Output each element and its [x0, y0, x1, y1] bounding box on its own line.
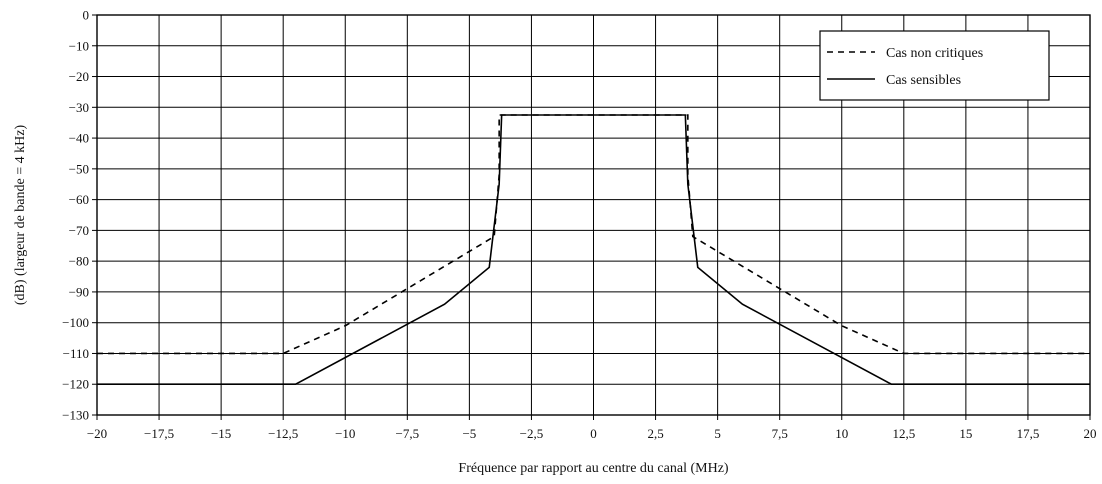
legend-label-sensitive: Cas sensibles	[886, 73, 961, 88]
legend-box	[819, 30, 1050, 101]
y-tick-label: −120	[62, 377, 89, 392]
legend-label-non-critical: Cas non critiques	[886, 46, 983, 61]
y-tick-label: −10	[69, 38, 89, 53]
y-tick-label: −130	[62, 408, 89, 423]
x-tick-label: −10	[335, 426, 355, 441]
x-tick-label: 17,5	[1017, 426, 1040, 441]
y-tick-labels: 0 −10 −20 −30 −40 −50 −60 −70 −80 −90 −100 −110 −120…	[62, 8, 97, 423]
x-tick-label: −15	[211, 426, 231, 441]
x-tick-label: −7,5	[396, 426, 420, 441]
x-tick-label: 20	[1084, 426, 1097, 441]
y-tick-label: −70	[69, 223, 89, 238]
x-tick-label: 7,5	[772, 426, 788, 441]
y-tick-label: −80	[69, 254, 89, 269]
series-line-sensitive	[97, 114, 1090, 386]
y-tick-label: −30	[69, 100, 89, 115]
x-tick-label: 15	[959, 426, 972, 441]
y-tick-label: −50	[69, 161, 89, 176]
series-lines	[97, 114, 1090, 386]
x-tick-label: −20	[87, 426, 107, 441]
x-tick-label: 10	[835, 426, 848, 441]
y-tick-label: −20	[69, 69, 89, 84]
y-tick-label: −40	[69, 131, 89, 146]
x-tick-label: 0	[590, 426, 597, 441]
y-tick-label: −110	[63, 346, 89, 361]
y-tick-label: −60	[69, 192, 89, 207]
y-tick-label: 0	[83, 8, 90, 23]
x-axis-title: Fréquence par rapport au centre du canal…	[458, 461, 728, 476]
x-tick-label: 12,5	[892, 426, 915, 441]
x-tick-label: −12,5	[268, 426, 298, 441]
y-tick-label: −90	[69, 284, 89, 299]
x-tick-label: 5	[714, 426, 721, 441]
legend: Cas non critiques Cas sensibles	[819, 30, 1050, 101]
x-tick-label: −2,5	[520, 426, 544, 441]
y-axis-title: (dB) (largeur de bande = 4 kHz)	[13, 125, 28, 306]
x-tick-label: 2,5	[647, 426, 663, 441]
y-tick-label: −100	[62, 315, 89, 330]
x-tick-labels: −20 −17,5 −15 −12,5 −10 −7,5 −5 −2,5 0 2,5 5 7,5 10 1…	[87, 415, 1097, 441]
x-tick-label: −17,5	[144, 426, 174, 441]
x-tick-label: −5	[462, 426, 476, 441]
